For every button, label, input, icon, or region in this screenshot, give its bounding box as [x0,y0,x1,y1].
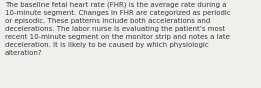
Text: The baseline fetal heart rate (FHR) is the average rate during a
10-minute segme: The baseline fetal heart rate (FHR) is t… [5,2,230,56]
